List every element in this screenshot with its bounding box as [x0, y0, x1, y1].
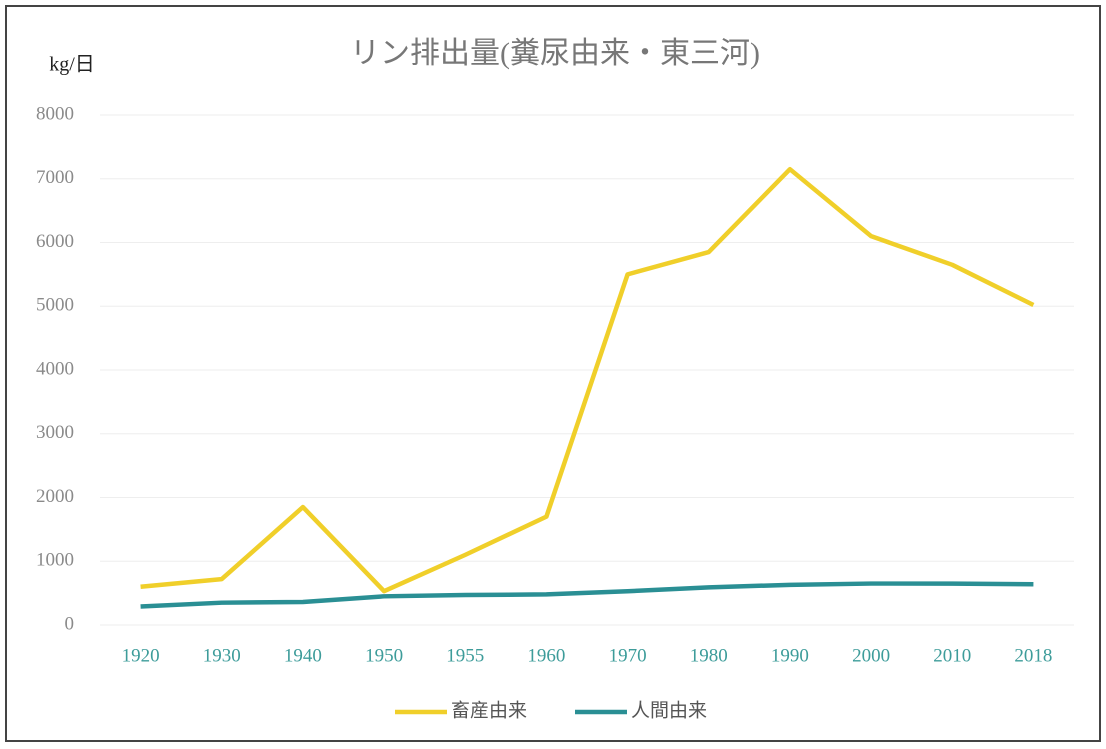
y-tick-label: 1000 — [36, 550, 74, 571]
legend-label: 畜産由来 — [451, 699, 527, 721]
chart-border — [5, 5, 1101, 742]
x-tick-label: 2018 — [1014, 645, 1052, 666]
y-tick-label: 0 — [65, 613, 75, 634]
data-line — [140, 581, 1034, 609]
y-tick-label: 5000 — [36, 295, 74, 316]
y-tick-label: 4000 — [36, 358, 74, 379]
x-tick-label: 1960 — [527, 645, 565, 666]
y-tick-label: 2000 — [36, 486, 74, 507]
y-tick-label: 3000 — [36, 422, 74, 443]
x-tick-label: 1930 — [203, 645, 241, 666]
data-line — [140, 166, 1035, 594]
x-tick-label: 1990 — [771, 645, 809, 666]
x-tick-label: 2000 — [852, 645, 890, 666]
x-tick-label: 1920 — [122, 645, 160, 666]
x-tick-label: 1970 — [609, 645, 647, 666]
y-axis-label: kg/日 — [49, 54, 95, 76]
y-tick-label: 8000 — [36, 103, 74, 124]
x-tick-label: 1955 — [446, 645, 484, 666]
y-tick-label: 6000 — [36, 231, 74, 252]
y-tick-label: 7000 — [36, 167, 74, 188]
legend-label: 人間由来 — [631, 699, 707, 721]
chart-title: リン排出量(糞尿由来・東三河) — [350, 37, 760, 70]
x-tick-label: 2010 — [933, 645, 971, 666]
x-tick-label: 1940 — [284, 645, 322, 666]
x-tick-label: 1980 — [690, 645, 728, 666]
x-tick-label: 1950 — [365, 645, 403, 666]
